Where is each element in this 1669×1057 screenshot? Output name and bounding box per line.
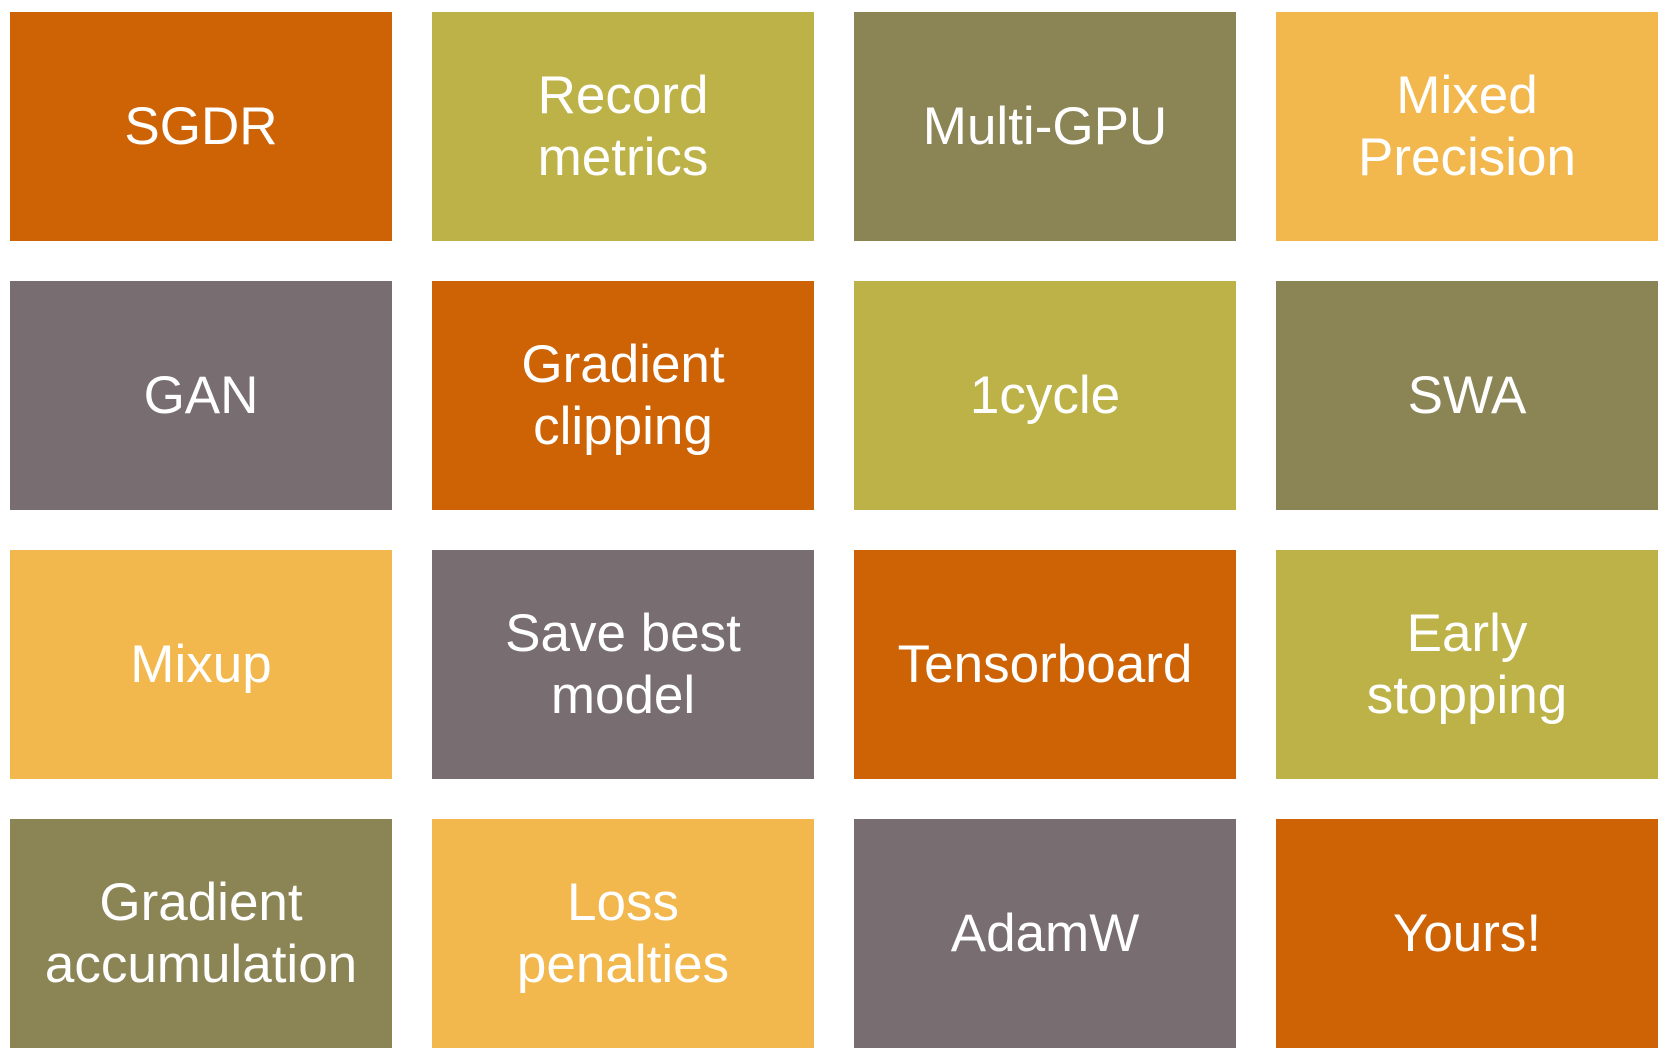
tile-tensorboard: Tensorboard — [854, 550, 1236, 779]
tile-label: Multi-GPU — [922, 96, 1168, 156]
tile-adamw: AdamW — [854, 819, 1236, 1048]
tile-1cycle: 1cycle — [854, 281, 1236, 510]
tile-sgdr: SGDR — [10, 12, 392, 241]
tile-label: SWA — [1407, 365, 1527, 425]
tile-label: Mixed Precision — [1358, 66, 1576, 187]
tile-label: 1cycle — [969, 365, 1121, 425]
tile-label: Save best model — [505, 604, 741, 725]
tile-early-stopping: Early stopping — [1276, 550, 1658, 779]
tile-gradient-accumulation: Gradient accumulation — [10, 819, 392, 1048]
tile-multi-gpu: Multi-GPU — [854, 12, 1236, 241]
tile-swa: SWA — [1276, 281, 1658, 510]
tile-record-metrics: Record metrics — [432, 12, 814, 241]
tile-label: GAN — [143, 365, 259, 425]
tile-label: Gradient clipping — [521, 335, 725, 456]
tile-label: Mixup — [130, 634, 272, 694]
tile-gradient-clipping: Gradient clipping — [432, 281, 814, 510]
tile-save-best-model: Save best model — [432, 550, 814, 779]
tile-label: Tensorboard — [897, 634, 1193, 694]
tile-label: SGDR — [124, 96, 278, 156]
tile-label: AdamW — [950, 903, 1140, 963]
tile-mixup: Mixup — [10, 550, 392, 779]
tile-loss-penalties: Loss penalties — [432, 819, 814, 1048]
tile-label: Record metrics — [537, 66, 709, 187]
tile-label: Early stopping — [1366, 604, 1568, 725]
tile-grid: SGDR Record metrics Multi-GPU Mixed Prec… — [10, 12, 1658, 1048]
tile-yours: Yours! — [1276, 819, 1658, 1048]
tile-mixed-precision: Mixed Precision — [1276, 12, 1658, 241]
tile-label: Loss penalties — [516, 873, 730, 994]
tile-gan: GAN — [10, 281, 392, 510]
tile-label: Gradient accumulation — [44, 873, 358, 994]
tile-label: Yours! — [1392, 903, 1542, 963]
